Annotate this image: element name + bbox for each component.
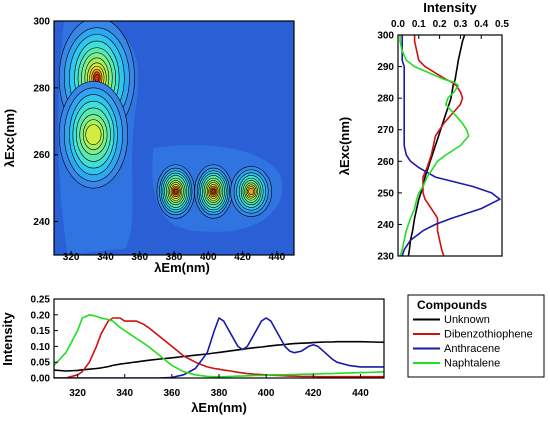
contour-peak-2 xyxy=(156,164,195,219)
x-tick-label: 0.1 xyxy=(412,19,426,30)
legend-label: Anthracene xyxy=(444,343,500,355)
legend-label: Dibenzothiophene xyxy=(444,329,533,341)
emission-series-unknown xyxy=(54,340,384,372)
contour-level xyxy=(173,188,178,195)
contour-map xyxy=(54,21,294,255)
x-tick-label: 420 xyxy=(305,388,322,399)
x-tick-label: 380 xyxy=(166,252,183,263)
y-tick-label: 300 xyxy=(33,17,50,28)
y-tick-label: 300 xyxy=(377,31,394,42)
y-tick-label: 0.25 xyxy=(31,295,51,306)
x-tick-label: 320 xyxy=(63,252,80,263)
excitation-series-dibenzothiophene xyxy=(413,35,464,256)
x-tick-label: 360 xyxy=(131,252,148,263)
contour-peak-4 xyxy=(230,166,273,217)
excitation-frame xyxy=(397,34,503,257)
emission-series-dibenzothiophene xyxy=(54,317,384,378)
contour-level xyxy=(85,124,102,145)
legend-label: Unknown xyxy=(444,314,490,326)
contour-peak-3 xyxy=(194,164,233,219)
emission-x-ticks: 320 340 360 380 400 420 440 xyxy=(69,374,369,399)
x-tick-label: 320 xyxy=(69,388,86,399)
x-tick-label: 440 xyxy=(352,388,369,399)
contour-map-panel: 320 340 360 380 400 420 440 240 260 280 300 λEm(n… xyxy=(2,17,295,275)
contour-map-x-label: λEm(nm) xyxy=(154,260,210,275)
emission-lines xyxy=(54,314,384,378)
contour-level xyxy=(94,73,100,82)
x-tick-label: 420 xyxy=(234,252,251,263)
x-tick-label: 0.4 xyxy=(474,19,488,30)
emission-series-anthracene xyxy=(54,317,384,378)
y-tick-label: 270 xyxy=(377,125,394,136)
x-tick-label: 0.2 xyxy=(433,19,447,30)
y-tick-label: 240 xyxy=(33,217,50,228)
y-tick-label: 280 xyxy=(33,83,50,94)
y-tick-label: 0.00 xyxy=(31,374,51,385)
x-tick-label: 0.0 xyxy=(391,19,405,30)
excitation-series-unknown xyxy=(407,35,466,256)
y-tick-label: 290 xyxy=(377,62,394,73)
legend-title: Compounds xyxy=(417,298,487,312)
excitation-series-anthracene xyxy=(401,35,501,256)
emission-y-ticks: 0.00 0.05 0.10 0.15 0.20 0.25 xyxy=(31,295,58,385)
y-tick-label: 0.15 xyxy=(31,326,51,337)
y-tick-label: 250 xyxy=(377,188,394,199)
y-tick-label: 0.10 xyxy=(31,342,51,353)
x-tick-label: 400 xyxy=(258,388,275,399)
x-tick-label: 380 xyxy=(211,388,228,399)
emission-panel: 320 340 360 380 400 420 440 0.000.050.100.150.… xyxy=(0,295,385,415)
excitation-x-ticks: 0.0 0.1 0.2 0.3 0.4 0.5 xyxy=(391,19,509,39)
y-tick-label: 260 xyxy=(377,157,394,168)
emission-y-label: Intensity xyxy=(0,312,15,366)
x-tick-label: 340 xyxy=(97,252,114,263)
x-tick-label: 360 xyxy=(164,388,181,399)
contour-peak-1b xyxy=(58,80,129,189)
legend-items: Unknown Dibenzothiophene Anthracene Naphtal… xyxy=(413,314,533,370)
emission-frame xyxy=(53,298,385,379)
x-tick-label: 340 xyxy=(116,388,133,399)
emission-series-naphtalene xyxy=(54,314,384,378)
excitation-title: Intensity xyxy=(423,0,477,15)
excitation-y-ticks: 230 240 250 260 270 280 290 300 xyxy=(377,31,402,263)
contour-level xyxy=(211,188,216,195)
y-tick-label: 260 xyxy=(33,150,50,161)
contour-map-y-label: λExc(nm) xyxy=(2,109,17,168)
y-tick-label: 0.20 xyxy=(31,310,51,321)
x-tick-label: 0.5 xyxy=(495,19,509,30)
contour-map-x-ticks: 320 340 360 380 400 420 440 xyxy=(63,251,286,263)
y-tick-label: 0.05 xyxy=(31,358,51,369)
excitation-lines xyxy=(399,35,501,256)
y-tick-label: 280 xyxy=(377,94,394,105)
x-tick-label: 440 xyxy=(269,252,286,263)
x-tick-label: 0.3 xyxy=(453,19,467,30)
legend-label: Naphtalene xyxy=(444,358,500,370)
excitation-panel: 0.0 0.1 0.2 0.3 0.4 0.5 230 240 250 260 270 280 290… xyxy=(337,0,509,263)
excitation-y-label: λExc(nm) xyxy=(337,117,352,176)
y-tick-label: 240 xyxy=(377,220,394,231)
contour-map-y-ticks: 240 260 280 300 xyxy=(33,17,58,228)
legend: Compounds Unknown Dibenzothiophene Anthrac… xyxy=(407,294,545,378)
emission-x-label: λEm(nm) xyxy=(191,400,247,415)
x-tick-label: 400 xyxy=(200,252,217,263)
excitation-series-naphtalene xyxy=(399,35,470,256)
y-tick-label: 230 xyxy=(377,252,394,263)
contour-level xyxy=(248,187,255,196)
